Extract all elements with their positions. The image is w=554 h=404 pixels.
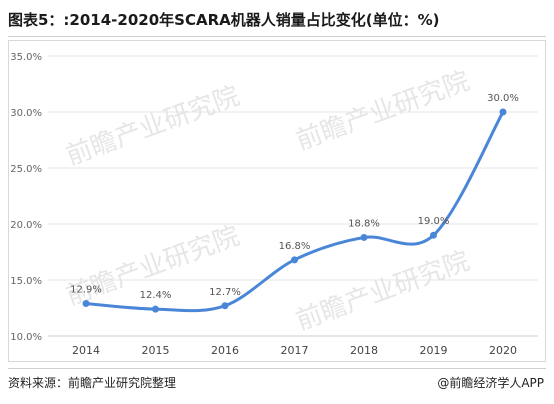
x-tick-label: 2016 [211,344,239,357]
data-point [152,305,159,313]
source-text: 资料来源：前瞻产业研究院整理 [8,376,177,390]
watermark-layer: 前瞻产业研究院 前瞻产业研究院 前瞻产业研究院 前瞻产业研究院 [62,66,473,336]
data-label: 16.8% [279,241,311,252]
chart-title: 图表5：:2014-2020年SCARA机器人销量占比变化(单位：%) [8,11,440,29]
footer-divider [8,368,546,369]
data-point [499,108,507,116]
data-points [82,108,507,313]
data-label: 19.0% [418,216,450,227]
data-point [360,233,368,241]
y-tick-label: 15.0% [10,276,42,287]
title-divider [8,36,546,37]
y-tick-label: 30.0% [10,108,42,119]
x-tick-label: 2017 [281,344,309,357]
y-tick-label: 35.0% [10,52,42,63]
x-tick-label: 2018 [350,344,378,357]
x-tick-label: 2019 [420,344,448,357]
data-label: 30.0% [487,93,519,104]
watermark-text: 前瞻产业研究院 [292,246,473,336]
x-tick-label: 2015 [142,344,170,357]
y-tick-label: 20.0% [10,220,42,231]
watermark-text: 前瞻产业研究院 [62,81,243,171]
gridlines [48,55,538,337]
y-tick-label: 25.0% [10,164,42,175]
data-label: 12.4% [140,290,172,301]
credit-text: @前瞻经济学人APP [437,376,544,390]
data-point [291,256,298,264]
y-tick-label: 10.0% [10,332,42,343]
x-tick-label: 2020 [489,344,517,357]
data-point [221,302,229,310]
data-label: 12.9% [70,285,102,296]
data-labels: 12.9% 12.4% 12.7% 16.8% 18.8% 19.0% 30.0% [70,93,519,301]
plot-frame [8,40,546,362]
data-label: 12.7% [209,287,241,298]
data-point [430,231,437,239]
y-axis: 10.0% 15.0% 20.0% 25.0% 30.0% 35.0% [10,52,42,343]
watermark-text: 前瞻产业研究院 [292,66,473,156]
x-tick-label: 2014 [72,344,100,357]
x-axis: 2014 2015 2016 2017 2018 2019 2020 [48,335,538,357]
data-label: 18.8% [348,218,380,229]
data-point [82,300,90,308]
